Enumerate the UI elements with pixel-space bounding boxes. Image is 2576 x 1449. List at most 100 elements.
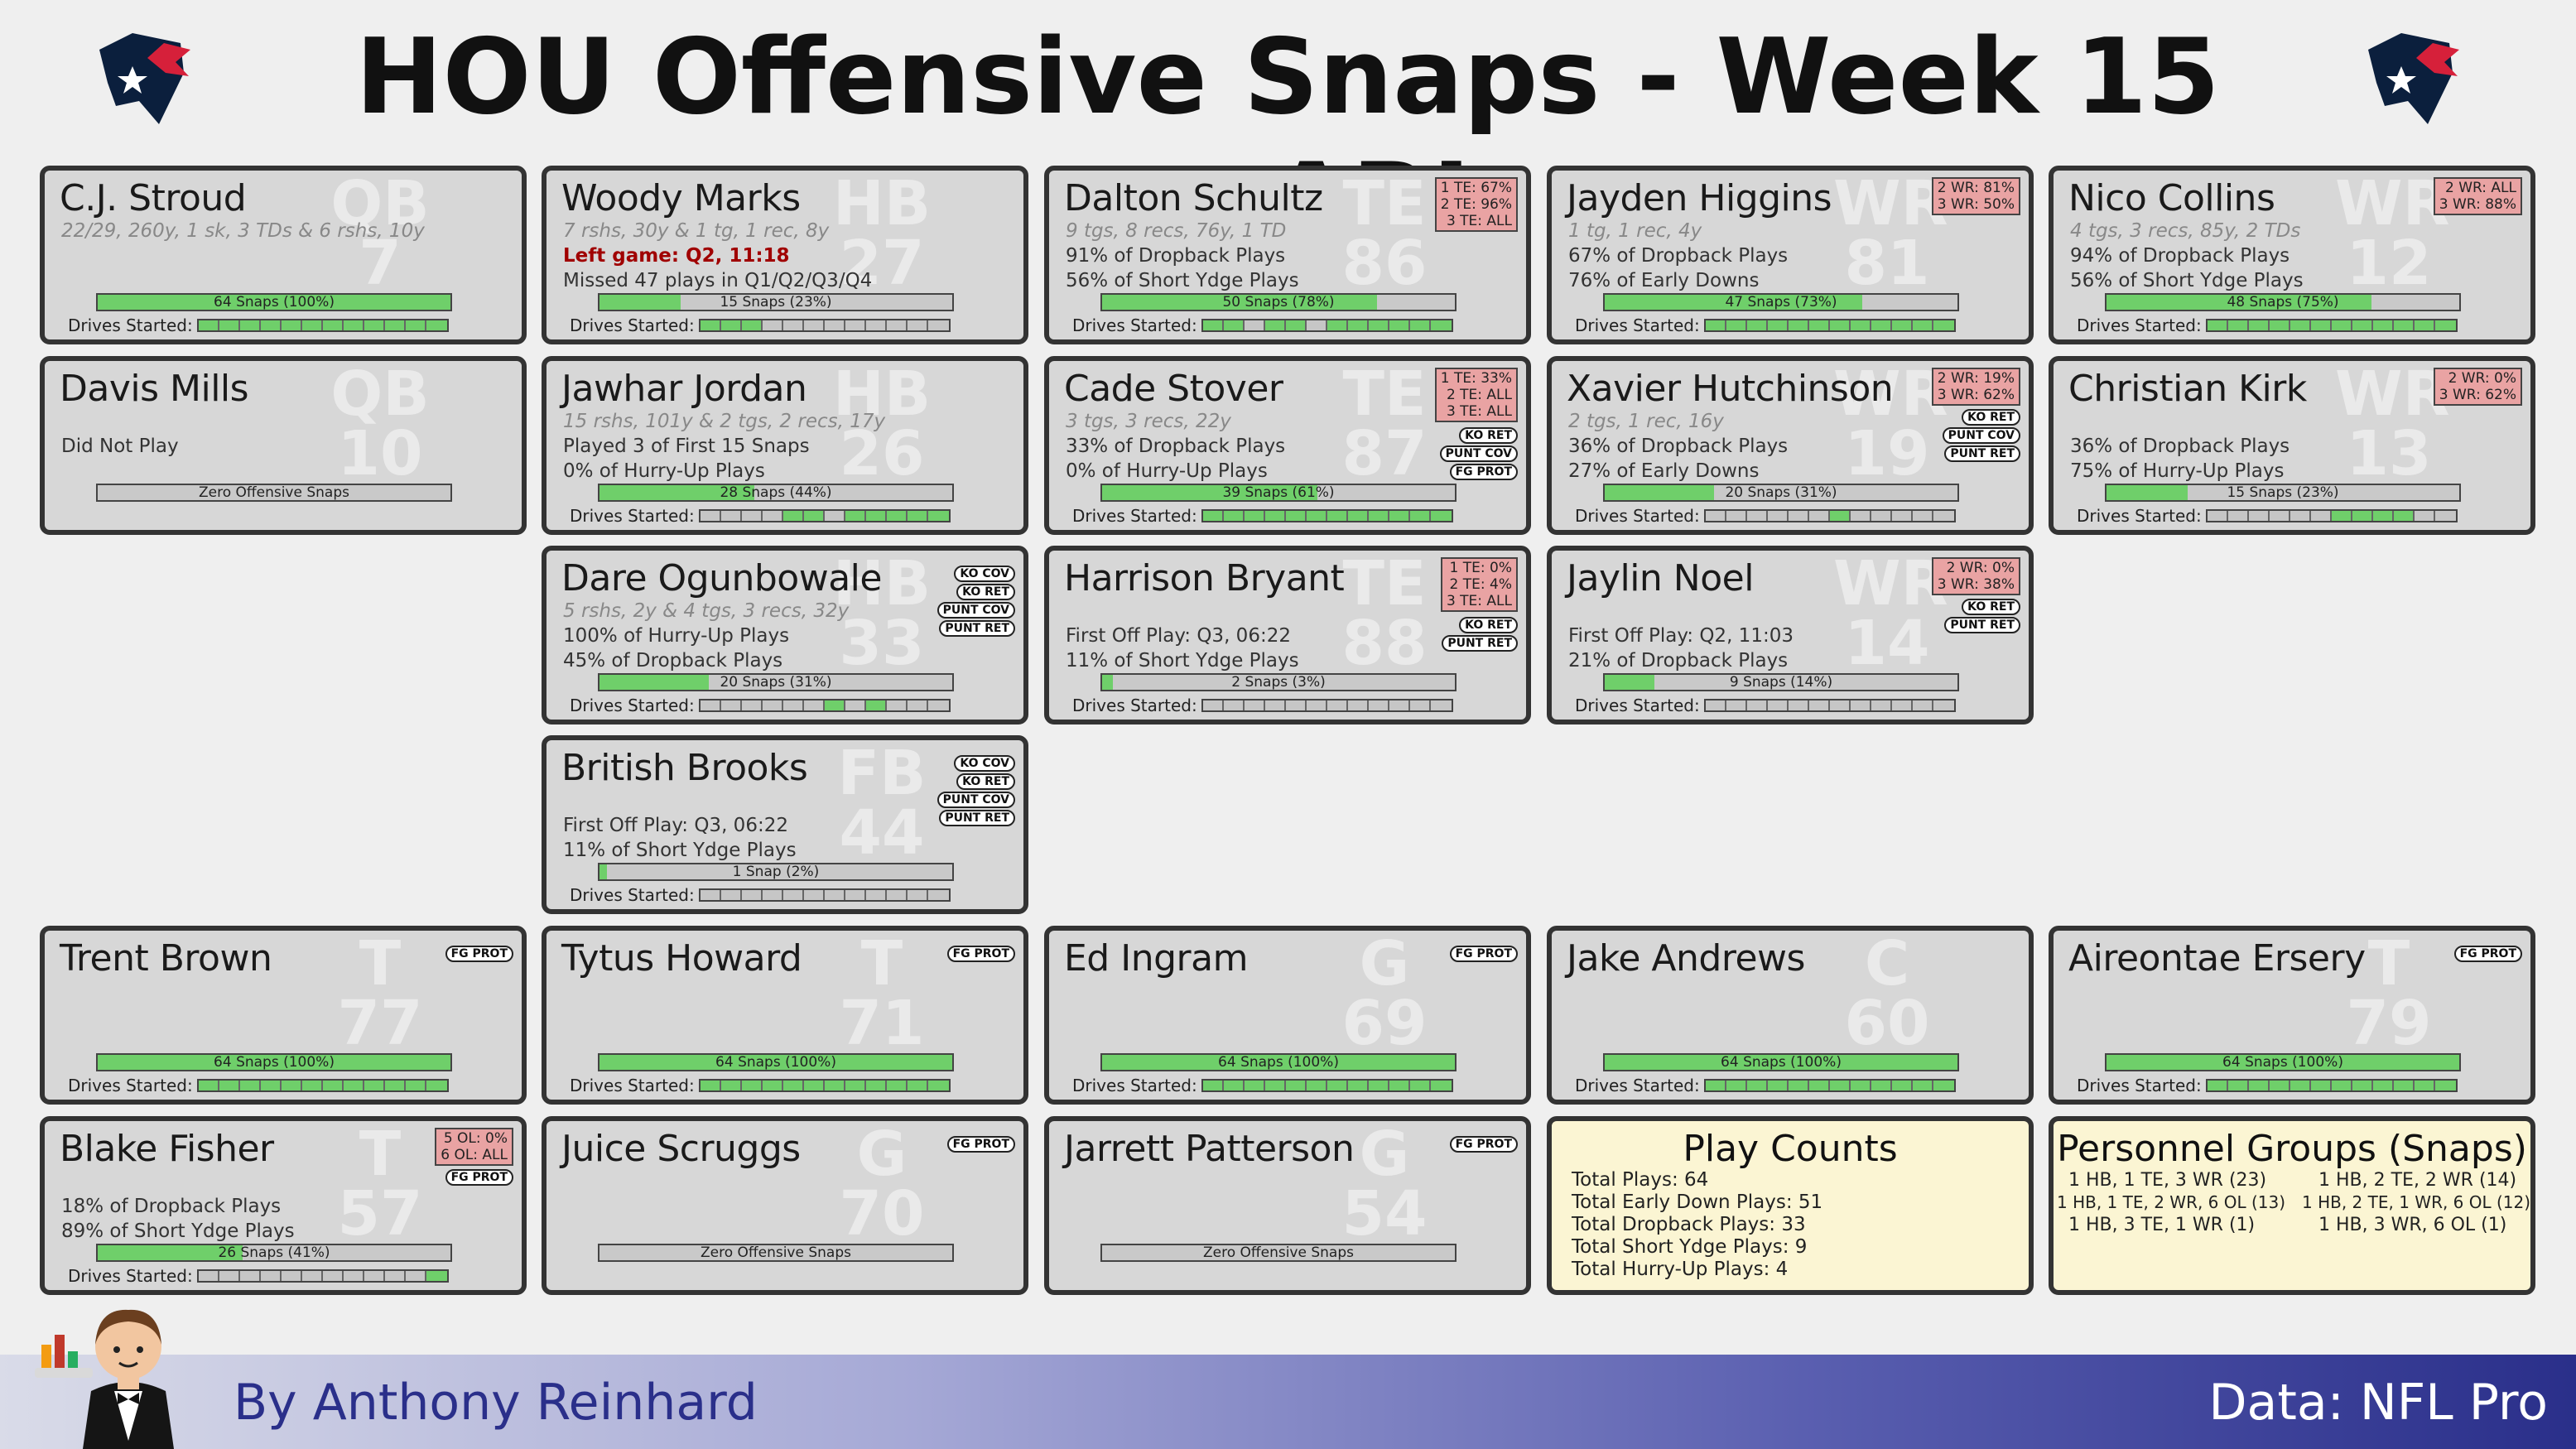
player-stat-line: 75% of Hurry-Up Plays: [2070, 460, 2285, 482]
player-name: Nico Collins: [2068, 177, 2275, 219]
butler-mascot-icon: [35, 1309, 174, 1449]
drive-segment: [1892, 1081, 1913, 1090]
snap-bar-fill: [1605, 1055, 1957, 1070]
snap-bar-label: 1 Snap (2%): [732, 864, 820, 880]
drives-strip: [2206, 509, 2458, 522]
snap-bar: 64 Snaps (100%): [96, 293, 452, 311]
drive-segment: [1913, 511, 1933, 521]
player-stat-line: 33% of Dropback Plays: [1066, 436, 1286, 457]
position-watermark: G 54: [1331, 1124, 1438, 1244]
position-watermark: FB 44: [828, 743, 936, 869]
drive-segment: [1431, 700, 1452, 710]
position-watermark: T 57: [326, 1124, 434, 1244]
drive-segment: [1286, 511, 1307, 521]
drive-segment: [2249, 511, 2270, 521]
position-share-box: 1 TE: 67% 2 TE: 96% 3 TE: ALL: [1434, 177, 1518, 232]
player-card: C 60 Jake Andrews 64 Snaps (100%) Drives Sta…: [1547, 926, 2034, 1105]
drive-segment: [2373, 511, 2394, 521]
player-stat-line: 67% of Dropback Plays: [1568, 245, 1789, 267]
play-count-row: Total Short Ydge Plays: 9: [1572, 1236, 1808, 1258]
drive-segment: [1410, 320, 1431, 330]
snap-bar-fill: [98, 1055, 450, 1070]
special-teams-badge: FG PROT: [2453, 946, 2522, 962]
position-watermark: T 77: [326, 933, 434, 1054]
drives-label: Drives Started:: [570, 885, 695, 905]
drive-segment: [2352, 1081, 2373, 1090]
drives-strip: [1201, 699, 1453, 712]
drive-segment: [1389, 511, 1410, 521]
player-stat-line: 2 tgs, 1 rec, 16y: [1568, 411, 1724, 432]
position-watermark: T 79: [2335, 933, 2443, 1054]
drive-segment: [928, 890, 949, 900]
drive-segment: [804, 1081, 825, 1090]
drive-segment: [1369, 700, 1389, 710]
drive-segment: [344, 1081, 364, 1090]
player-stat-line: Did Not Play: [61, 436, 179, 457]
drive-segment: [2394, 511, 2415, 521]
jersey-number: 57: [337, 1178, 423, 1249]
drive-segment: [2208, 1081, 2228, 1090]
drive-segment: [908, 890, 928, 900]
drive-segment: [1203, 320, 1224, 330]
position-share-line: 3 TE: ALL: [1446, 403, 1512, 420]
drive-segment: [1913, 320, 1933, 330]
drive-segment: [1871, 700, 1892, 710]
drive-segment: [887, 1081, 908, 1090]
drive-segment: [1851, 511, 1871, 521]
jersey-number: 27: [839, 228, 925, 299]
drive-segment: [1871, 320, 1892, 330]
position-watermark: WR 12: [2335, 168, 2450, 299]
drive-segment: [1348, 320, 1369, 330]
player-name: Harrison Bryant: [1064, 557, 1345, 599]
drive-segment: [825, 700, 845, 710]
position-watermark: WR 14: [1833, 548, 1948, 679]
drive-segment: [887, 700, 908, 710]
jersey-number: 44: [839, 797, 925, 869]
drive-segment: [385, 1081, 406, 1090]
drives-strip: [197, 319, 449, 332]
player-stat-line: Left game: Q2, 11:18: [563, 245, 790, 267]
drive-segment: [2352, 320, 2373, 330]
player-name: Trent Brown: [60, 937, 272, 980]
drive-segment: [2311, 320, 2332, 330]
drive-segment: [701, 890, 721, 900]
position-share-box: 1 TE: 33% 2 TE: ALL 3 TE: ALL: [1434, 368, 1518, 422]
drive-segment: [240, 320, 261, 330]
play-count-row: Total Plays: 64: [1572, 1169, 1709, 1191]
drive-segment: [1726, 700, 1747, 710]
position-share-line: 2 WR: 0%: [1946, 560, 2015, 576]
player-stat-line: 15 rshs, 101y & 2 tgs, 2 recs, 17y: [563, 411, 886, 432]
position-share-line: 3 WR: 62%: [2439, 387, 2516, 403]
position-watermark: T 71: [828, 933, 936, 1054]
drives-label: Drives Started:: [68, 1076, 193, 1095]
position-share-line: 5 OL: 0%: [443, 1130, 508, 1147]
drive-segment: [2415, 320, 2435, 330]
player-name: Xavier Hutchinson: [1567, 368, 1894, 410]
special-teams-badge: KO RET: [1962, 409, 2020, 426]
drive-segment: [825, 511, 845, 521]
jersey-number: 81: [1844, 228, 1930, 299]
drive-segment: [1410, 1081, 1431, 1090]
special-teams-badge: KO RET: [1459, 427, 1518, 444]
position-watermark: G 70: [828, 1124, 936, 1244]
snap-bar-fill: [599, 485, 755, 500]
drive-segment: [1224, 1081, 1245, 1090]
position-share-line: 2 WR: 19%: [1937, 370, 2015, 387]
drives-strip: [699, 1079, 951, 1092]
drives-strip: [1201, 1079, 1453, 1092]
drives-label: Drives Started:: [570, 315, 695, 335]
drive-segment: [783, 890, 804, 900]
drive-segment: [866, 320, 887, 330]
personnel-row: 1 HB, 1 TE, 2 WR, 6 OL (13): [2057, 1192, 2286, 1212]
drive-segment: [1307, 1081, 1327, 1090]
player-name: Jawhar Jordan: [561, 368, 807, 410]
drive-segment: [2290, 320, 2311, 330]
player-card: FB 44 British Brooks First Off Play: Q3, 06…: [542, 735, 1028, 914]
drive-segment: [1706, 1081, 1726, 1090]
drive-segment: [1245, 320, 1265, 330]
player-name: C.J. Stroud: [60, 177, 247, 219]
drive-segment: [219, 320, 240, 330]
drive-segment: [1851, 320, 1871, 330]
player-stat-line: 36% of Dropback Plays: [2070, 436, 2290, 457]
personnel-title: Personnel Groups (Snaps): [2057, 1128, 2527, 1170]
